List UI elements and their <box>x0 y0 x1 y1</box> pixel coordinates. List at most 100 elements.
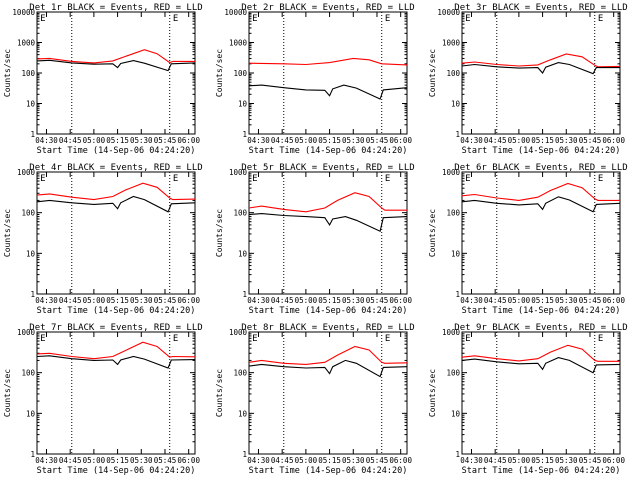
x-axis-label: Start Time (14-Sep-06 04:24:20) <box>462 146 621 156</box>
x-tick-label: 04:30 <box>247 456 270 465</box>
chart-title: Det 2r BLACK = Events, RED = LLD <box>241 3 414 13</box>
y-axis-label: Counts/sec <box>215 369 224 417</box>
lld-series-line <box>248 57 408 66</box>
y-tick-label: 100 <box>233 69 247 78</box>
x-axis-label: Start Time (14-Sep-06 04:24:20) <box>249 306 408 316</box>
x-tick-label: 05:45 <box>366 136 389 145</box>
x-tick-label: 05:15 <box>106 456 129 465</box>
events-series-line <box>36 59 196 72</box>
event-marker-label: E <box>465 14 470 24</box>
y-tick-label: 10000 <box>224 8 247 17</box>
x-axis-label: Start Time (14-Sep-06 04:24:20) <box>462 306 621 316</box>
y-tick-label: 10 <box>451 100 461 109</box>
panel-1: Det 1r BLACK = Events, RED = LLD Counts/s… <box>3 3 203 156</box>
y-tick-label: 100 <box>446 369 460 378</box>
y-tick-label: 1 <box>455 130 460 139</box>
event-marker-label: E <box>252 14 257 24</box>
events-series-line <box>461 196 621 213</box>
panel-5: Det 5r BLACK = Events, RED = LLD Counts/s… <box>215 163 415 316</box>
x-tick-label: 05:45 <box>154 296 177 305</box>
y-axis-label: Counts/sec <box>215 49 224 97</box>
x-tick-label: 05:00 <box>83 296 106 305</box>
y-tick-label: 10000 <box>437 8 460 17</box>
y-tick-label: 10 <box>238 249 248 258</box>
y-tick-label: 100 <box>446 69 460 78</box>
x-tick-label: 05:45 <box>366 456 389 465</box>
plot-frame <box>36 11 196 135</box>
panel-4: Det 4r BLACK = Events, RED = LLD Counts/s… <box>3 163 203 316</box>
x-tick-label: 04:45 <box>271 296 294 305</box>
event-marker-label: E <box>173 174 178 184</box>
x-tick-label: 05:15 <box>318 136 341 145</box>
x-axis-label: Start Time (14-Sep-06 04:24:20) <box>249 146 408 156</box>
x-tick-label: 06:00 <box>177 296 200 305</box>
x-tick-label: 05:15 <box>318 296 341 305</box>
x-tick-label: 05:00 <box>295 296 318 305</box>
y-tick-label: 1000 <box>442 328 461 337</box>
y-tick-label: 1000 <box>229 328 248 337</box>
event-marker-label: E <box>598 174 603 184</box>
y-tick-label: 10 <box>26 409 36 418</box>
chart-title: Det 9r BLACK = Events, RED = LLD <box>454 323 627 333</box>
y-tick-label: 1 <box>455 450 460 459</box>
event-marker-label: E <box>385 334 390 344</box>
x-axis-label: Start Time (14-Sep-06 04:24:20) <box>249 466 408 476</box>
y-tick-label: 10 <box>238 100 248 109</box>
x-tick-label: 05:00 <box>508 456 531 465</box>
x-tick-label: 05:15 <box>531 296 554 305</box>
x-tick-label: 05:00 <box>295 136 318 145</box>
event-marker-label: E <box>465 334 470 344</box>
lld-series-line <box>36 49 195 64</box>
y-axis-label: Counts/sec <box>215 209 224 257</box>
y-tick-label: 1 <box>242 450 247 459</box>
y-axis-label: Counts/sec <box>428 369 437 417</box>
x-tick-label: 04:45 <box>484 456 507 465</box>
lld-series-line <box>36 341 196 360</box>
y-tick-label: 1000 <box>17 39 36 48</box>
chart-title: Det 4r BLACK = Events, RED = LLD <box>29 163 202 173</box>
x-tick-label: 04:45 <box>59 296 82 305</box>
x-tick-label: 05:30 <box>130 456 153 465</box>
events-series-line <box>248 359 408 378</box>
x-tick-label: 04:30 <box>247 136 270 145</box>
plot-frame <box>461 11 621 135</box>
y-tick-label: 100 <box>21 209 35 218</box>
panel-8: Det 8r BLACK = Events, RED = LLD Counts/s… <box>215 323 415 476</box>
x-tick-label: 05:00 <box>508 136 531 145</box>
x-tick-label: 06:00 <box>389 136 412 145</box>
x-tick-label: 06:00 <box>177 136 200 145</box>
y-axis-label: Counts/sec <box>3 369 12 417</box>
x-tick-label: 05:30 <box>342 136 365 145</box>
event-marker-label: E <box>598 14 603 24</box>
y-tick-label: 1 <box>30 130 35 139</box>
y-axis-label: Counts/sec <box>428 49 437 97</box>
x-tick-label: 05:45 <box>154 136 177 145</box>
y-axis-label: Counts/sec <box>428 209 437 257</box>
lld-series-line <box>248 345 408 365</box>
panel-7: Det 7r BLACK = Events, RED = LLD Counts/s… <box>3 323 203 476</box>
x-tick-label: 04:30 <box>460 296 483 305</box>
chart-title: Det 1r BLACK = Events, RED = LLD <box>29 3 202 13</box>
x-tick-label: 05:45 <box>579 456 602 465</box>
events-series-line <box>461 357 621 374</box>
x-tick-label: 06:00 <box>602 456 625 465</box>
y-tick-label: 1 <box>455 290 460 299</box>
y-tick-label: 10 <box>238 409 248 418</box>
x-tick-label: 06:00 <box>602 136 625 145</box>
y-tick-label: 10 <box>451 409 461 418</box>
x-tick-label: 05:15 <box>106 296 129 305</box>
lld-series-line <box>461 53 621 68</box>
x-tick-label: 05:30 <box>555 296 578 305</box>
event-marker-label: E <box>40 174 45 184</box>
y-tick-label: 1000 <box>17 328 36 337</box>
x-tick-label: 05:15 <box>531 136 554 145</box>
panel-6: Det 6r BLACK = Events, RED = LLD Counts/s… <box>428 163 628 316</box>
y-tick-label: 1 <box>242 130 247 139</box>
chart-title: Det 8r BLACK = Events, RED = LLD <box>241 323 414 333</box>
events-series-line <box>36 355 196 369</box>
x-tick-label: 05:30 <box>555 456 578 465</box>
y-tick-label: 1 <box>242 290 247 299</box>
x-tick-label: 04:45 <box>59 136 82 145</box>
x-tick-label: 04:45 <box>271 136 294 145</box>
x-axis-label: Start Time (14-Sep-06 04:24:20) <box>37 306 196 316</box>
